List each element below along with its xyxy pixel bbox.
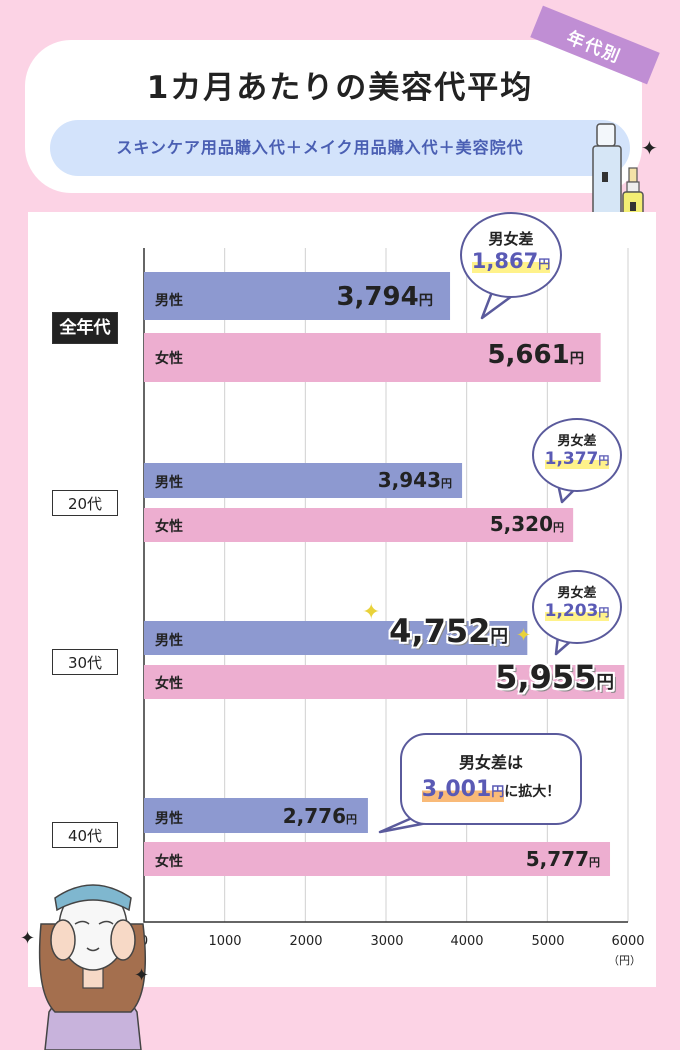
value-label-female-40s: 5,777円 xyxy=(525,847,600,871)
sparkle-icon: ✦ xyxy=(20,928,36,949)
bar-female-all xyxy=(144,333,601,382)
bar-sex-label: 女性 xyxy=(155,519,183,535)
x-tick-label: 4000 xyxy=(450,934,484,949)
bar-male-20s xyxy=(144,463,463,498)
section-label-40s: 40代 xyxy=(52,822,118,848)
bubble-tail xyxy=(480,291,513,320)
diff-bubble-20s: 男女差 1,377円 xyxy=(532,418,622,492)
sparkle-icon: ✦ xyxy=(362,600,381,625)
section-label-20s: 20代 xyxy=(52,490,118,516)
x-tick-label: 6000 xyxy=(611,934,645,949)
bar-female-20s xyxy=(144,508,574,542)
diff-bubble-all: 男女差 1,867円 xyxy=(460,212,562,298)
x-tick-label: 5000 xyxy=(531,934,565,949)
section-label-30s: 30代 xyxy=(52,649,118,675)
bar-sex-label: 男性 xyxy=(155,293,183,309)
bar-female-40s xyxy=(144,842,611,876)
value-label-male-40s: 2,776円 xyxy=(282,804,357,828)
value-label-male-all: 3,794円 xyxy=(336,282,433,312)
sparkle-icon: ✦ xyxy=(641,136,658,160)
bar-sex-label: 女性 xyxy=(155,351,183,367)
x-tick-label: 2000 xyxy=(289,934,323,949)
bar-sex-label: 女性 xyxy=(155,676,183,692)
value-label-male-20s: 3,943円 xyxy=(377,468,452,492)
value-label-female-20s: 5,320円 xyxy=(489,512,564,536)
sparkle-icon: ✦ xyxy=(134,965,150,986)
x-tick-label: 1000 xyxy=(208,934,242,949)
bar-male-all xyxy=(144,272,451,320)
page-title: 1カ月あたりの美容代平均 xyxy=(146,70,534,106)
header-tail xyxy=(398,100,438,116)
bar-male-40s xyxy=(144,798,368,833)
value-label-female-30s: 5,955円 xyxy=(495,658,614,696)
diff-bubble-30s: 男女差 1,203円 xyxy=(532,570,622,644)
bar-sex-label: 男性 xyxy=(155,811,183,827)
bar-male-30s xyxy=(144,621,528,655)
woman-facemask-illustration xyxy=(38,884,147,1050)
value-label-male-30s: 4,752円 xyxy=(389,612,508,650)
subtitle: スキンケア用品購入代＋メイク用品購入代＋美容院代 xyxy=(116,138,524,157)
bar-sex-label: 女性 xyxy=(155,854,183,870)
diff-bubble-40s: 男女差は 3,001円に拡大！ xyxy=(400,733,582,825)
bar-sex-label: 男性 xyxy=(155,633,183,649)
bar-female-30s xyxy=(144,665,625,699)
section-label-all: 全年代 xyxy=(52,312,118,344)
subtitle-box xyxy=(50,120,630,176)
x-tick-label: 3000 xyxy=(370,934,404,949)
x-axis-unit: （円） xyxy=(608,954,641,967)
sparkle-icon: ✦ xyxy=(516,625,532,646)
bar-sex-label: 男性 xyxy=(155,475,183,491)
value-label-female-all: 5,661円 xyxy=(487,340,584,370)
